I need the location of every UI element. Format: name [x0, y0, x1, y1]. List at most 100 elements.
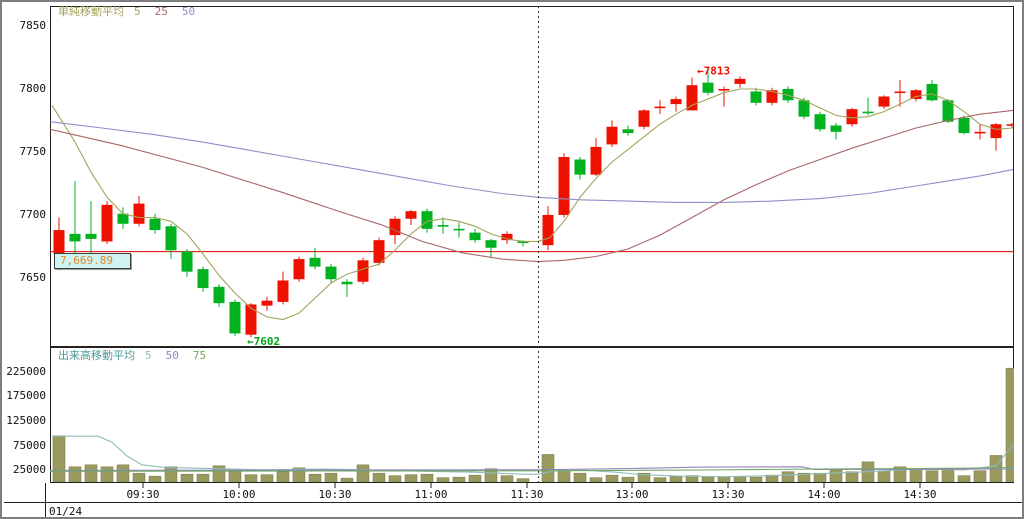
volume-bar [925, 470, 939, 482]
candle-body [341, 281, 353, 285]
volume-axis-label: 25000 [12, 463, 46, 477]
volume-bar [845, 471, 859, 482]
volume-bar [653, 477, 667, 482]
volume-bar [685, 475, 699, 482]
volume-bar [516, 478, 530, 482]
candle-body [862, 111, 874, 114]
price-annotation: ←7602 [247, 335, 280, 348]
candle-body [542, 214, 554, 246]
candle-body [229, 301, 241, 334]
volume-bar [308, 473, 322, 482]
volume-bar [637, 472, 651, 482]
volume-bar [52, 435, 66, 482]
volume-bar [164, 466, 178, 482]
candle-body [69, 233, 81, 242]
volume-ma-legend-item: 5 [145, 349, 152, 362]
volume-bar [877, 470, 891, 482]
last-price-label: 7,669.89 [54, 253, 131, 269]
candle-body [85, 233, 97, 239]
volume-bar [909, 469, 923, 482]
volume-ma-legend: 出来高移動平均 5 50 75 [58, 350, 234, 362]
time-axis-label: 14:00 [807, 488, 841, 501]
volume-bar [541, 454, 555, 482]
price-ma-line-SMA5 [51, 88, 1014, 321]
volume-bar [797, 472, 811, 482]
candle-body [814, 114, 826, 130]
price-axis-label: 7850 [19, 18, 47, 32]
volume-bar [100, 466, 114, 482]
volume-bar [228, 471, 242, 482]
price-axis-label: 7800 [19, 81, 47, 95]
volume-bar [404, 474, 418, 482]
volume-axis-label: 175000 [6, 389, 46, 403]
candle-body [357, 260, 369, 282]
candle-body [405, 211, 417, 219]
volume-bar [116, 464, 130, 482]
volume-bar [733, 476, 747, 482]
candle-body [558, 157, 570, 215]
candle-body [718, 88, 730, 91]
price-annotation: ←7813 [697, 64, 730, 77]
volume-bar [196, 473, 210, 482]
time-axis-label: 11:30 [510, 488, 544, 501]
candle-body [670, 99, 682, 105]
volume-axis-label: 75000 [12, 438, 46, 452]
candle-body [622, 129, 634, 134]
volume-ma-line-VMA75 [50, 466, 1014, 472]
candle-body [1006, 124, 1014, 126]
price-axis-label: 7700 [19, 207, 47, 221]
candle-body [910, 90, 922, 100]
volume-bar [701, 476, 715, 482]
candle-body [277, 280, 289, 302]
candle-body [101, 204, 113, 242]
volume-bar [717, 476, 731, 482]
candle-body [149, 218, 161, 231]
candle-body [389, 218, 401, 236]
time-axis-label: 14:30 [903, 488, 937, 501]
volume-axis-label: 125000 [6, 413, 46, 427]
volume-bar [621, 476, 635, 482]
candle-body [213, 286, 225, 304]
candle-body [117, 213, 129, 224]
volume-bar [557, 470, 571, 482]
volume-ma-legend-item: 50 [165, 349, 179, 362]
volume-bar [260, 474, 274, 482]
candle-body [686, 85, 698, 111]
volume-bar [372, 472, 386, 482]
price-ma-line-SMA25 [50, 109, 1014, 263]
candle-body [437, 225, 449, 227]
candle-body [453, 228, 465, 231]
price-ma-legend-item: 5 [134, 5, 141, 18]
volume-bar [356, 464, 370, 482]
volume-bar [244, 474, 258, 482]
volume-bar [420, 473, 434, 482]
volume-bar [452, 476, 466, 482]
volume-bar [276, 471, 290, 482]
volume-bar [500, 475, 514, 482]
time-axis-label: 13:30 [711, 488, 745, 501]
volume-bar [484, 468, 498, 482]
time-axis-label: 13:00 [615, 488, 649, 501]
candle-body [517, 241, 529, 244]
price-pane-border [50, 6, 1014, 347]
candle-body [590, 146, 602, 175]
candle-body [485, 240, 497, 248]
candle-body [654, 106, 666, 109]
volume-bar [388, 475, 402, 482]
candle-body [293, 259, 305, 280]
price-axis-label: 7750 [19, 144, 47, 158]
candle-body [501, 233, 513, 241]
volume-bar [749, 476, 763, 482]
candle-body [846, 109, 858, 125]
volume-bar [468, 474, 482, 482]
candle-body [574, 159, 586, 175]
candle-body [990, 124, 1002, 139]
candle-body [165, 226, 177, 251]
candle-body [373, 240, 385, 263]
volume-bar [340, 477, 354, 482]
candle-body [197, 269, 209, 289]
volume-bar [68, 466, 82, 482]
candle-body [606, 126, 618, 145]
candle-body [702, 82, 714, 93]
